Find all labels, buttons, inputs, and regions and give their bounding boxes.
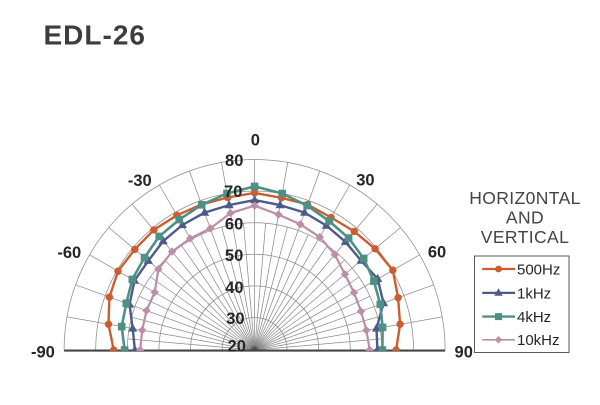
svg-text:60: 60: [225, 216, 243, 234]
svg-text:60: 60: [428, 244, 446, 262]
svg-text:1kHz: 1kHz: [517, 285, 551, 302]
svg-text:70: 70: [224, 183, 242, 201]
svg-text:40: 40: [225, 279, 243, 297]
svg-text:0: 0: [251, 132, 260, 150]
svg-text:20: 20: [228, 337, 246, 355]
svg-text:4kHz: 4kHz: [517, 309, 551, 326]
svg-text:10kHz: 10kHz: [517, 332, 560, 349]
svg-text:500Hz: 500Hz: [517, 261, 560, 278]
svg-text:80: 80: [225, 152, 243, 170]
svg-text:30: 30: [356, 171, 374, 189]
svg-text:30: 30: [226, 310, 244, 328]
svg-text:-90: -90: [31, 343, 55, 361]
svg-text:-60: -60: [57, 244, 81, 262]
svg-text:50: 50: [225, 247, 243, 265]
svg-text:EDL-26: EDL-26: [44, 19, 146, 50]
svg-text:-30: -30: [128, 172, 152, 190]
svg-text:HORIZ0NTAL: HORIZ0NTAL: [469, 188, 581, 208]
svg-text:AND: AND: [506, 207, 544, 227]
svg-text:90: 90: [455, 344, 473, 362]
svg-text:VERTICAL: VERTICAL: [481, 227, 569, 247]
